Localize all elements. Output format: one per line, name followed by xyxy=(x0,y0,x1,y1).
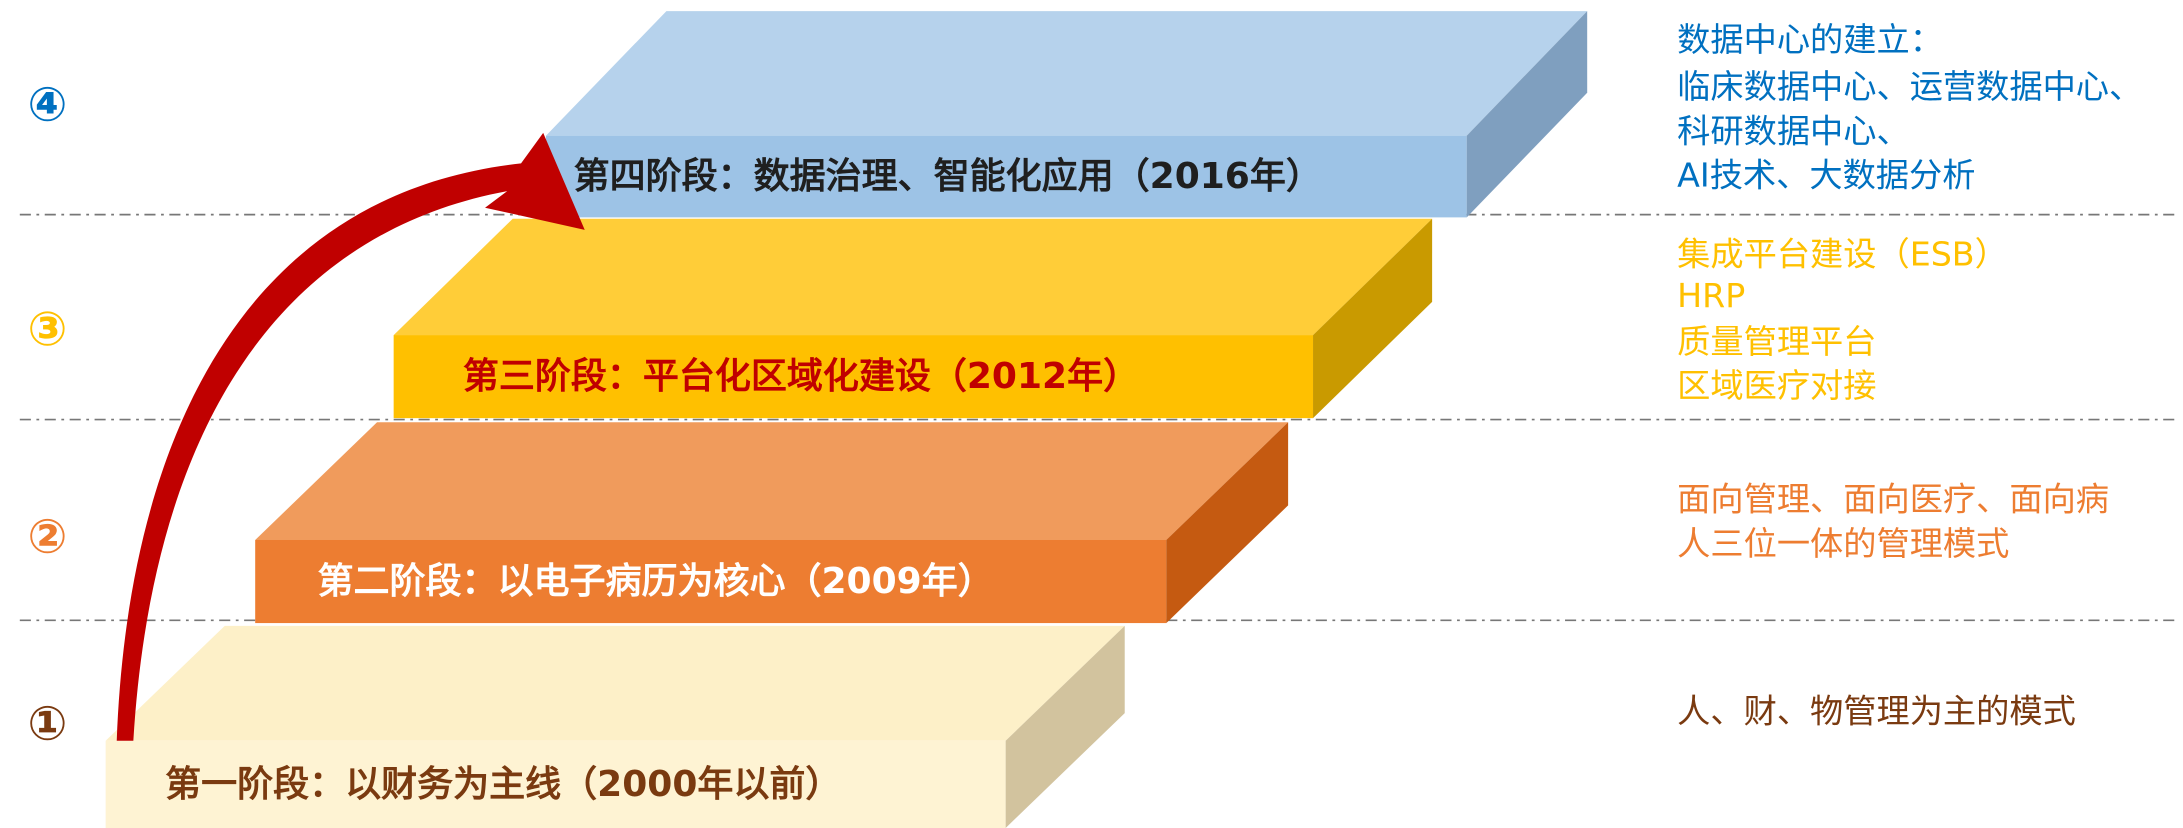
stage-top xyxy=(394,219,1432,335)
stage-marker: ③ xyxy=(28,302,68,357)
stage-top xyxy=(106,626,1125,741)
stage: 第二阶段：以电子病历为核心（2009年） ② 面向管理、面向医疗、面向病人三位一体的… xyxy=(28,422,2109,623)
stage-label: 第三阶段：平台化区域化建设（2012年） xyxy=(463,356,1139,397)
stage-description: 数据中心的建立： xyxy=(1677,20,1943,59)
stage-label: 第四阶段：数据治理、智能化应用（2016年） xyxy=(574,156,1322,197)
stage-description: 面向管理、面向医疗、面向病 xyxy=(1677,480,2109,519)
stage: 第四阶段：数据治理、智能化应用（2016年） ④ 数据中心的建立： 临床数据中心、运营… xyxy=(28,11,2143,217)
stage-description: 科研数据中心、 xyxy=(1677,111,1910,150)
stage-label: 第一阶段：以财务为主线（2000年以前） xyxy=(165,764,841,805)
stage-marker: ② xyxy=(28,510,68,565)
stage-top xyxy=(255,422,1288,540)
stage-description: HRP xyxy=(1677,276,1745,315)
stage-description: AI技术、大数据分析 xyxy=(1677,156,1975,195)
stage-description: 区域医疗对接 xyxy=(1677,366,1876,405)
stage-marker: ④ xyxy=(28,78,68,133)
stage-description: 临床数据中心、运营数据中心、 xyxy=(1677,67,2142,106)
stage: 第一阶段：以财务为主线（2000年以前） ① 人、财、物管理为主的模式 xyxy=(28,626,2076,828)
stage-top xyxy=(546,11,1587,136)
stage-description: 质量管理平台 xyxy=(1677,322,1876,361)
stage-description: 人、财、物管理为主的模式 xyxy=(1677,692,2076,731)
stages-diagram: 第一阶段：以财务为主线（2000年以前） ① 人、财、物管理为主的模式 第二阶段：以电… xyxy=(0,0,2183,828)
stage-marker: ① xyxy=(28,696,68,751)
stage-description: 集成平台建设（ESB） xyxy=(1677,235,2008,274)
stage-description: 人三位一体的管理模式 xyxy=(1677,524,2009,563)
stage-label: 第二阶段：以电子病历为核心（2009年） xyxy=(318,561,994,602)
